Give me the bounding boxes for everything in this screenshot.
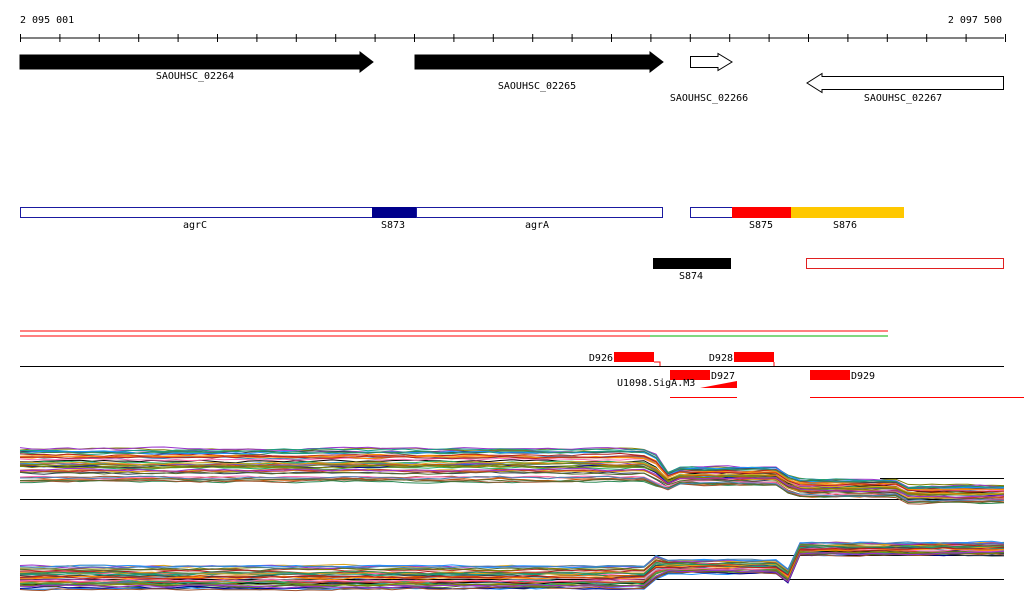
expression-profile-line <box>19 457 1005 492</box>
region-label: S875 <box>749 220 773 231</box>
gene-arrow-saouhsc-02267[interactable] <box>806 72 1004 94</box>
region-agrc[interactable] <box>20 207 373 218</box>
region-label: S876 <box>833 220 857 231</box>
expression-profile-line <box>19 541 1005 571</box>
gene-arrow-saouhsc-02265[interactable] <box>414 50 664 74</box>
expression-profile-line <box>19 450 1005 489</box>
gene-arrow-saouhsc-02266[interactable] <box>690 52 733 72</box>
feature-connector <box>654 361 661 366</box>
region-s874[interactable] <box>653 258 731 269</box>
expression-profile-line <box>19 460 1005 496</box>
region-label: S874 <box>679 271 703 282</box>
expression-profile-line <box>19 455 1005 493</box>
region-label: S873 <box>381 220 405 231</box>
expression-profile-line <box>19 544 1005 575</box>
feature-label: D929 <box>851 371 875 382</box>
expression-profile-line <box>19 553 1005 592</box>
region-label: agrC <box>183 220 207 231</box>
feature-label: D928 <box>709 353 733 364</box>
gene-label: SAOUHSC_02265 <box>498 81 576 92</box>
expression-profile-line <box>19 475 1005 502</box>
expression-profile-line <box>19 542 1005 573</box>
coordinate-ruler: 2 095 001 2 097 500 <box>20 15 1006 42</box>
ruler-ticks <box>20 34 1006 42</box>
region-s876[interactable] <box>791 207 904 218</box>
feature-d928[interactable] <box>734 352 774 362</box>
gene-label: SAOUHSC_02266 <box>670 93 748 104</box>
feature-label: D926 <box>589 353 613 364</box>
expression-profile-line <box>19 478 1005 505</box>
region-label: agrA <box>525 220 549 231</box>
expression-profile-line <box>19 464 1005 496</box>
expression-profile-line <box>19 547 1005 580</box>
expression-panel-top <box>19 446 1005 505</box>
expression-profile-line <box>19 470 1005 500</box>
expression-profile-line <box>20 547 1005 581</box>
motif-label: U1098.SigA.M3 <box>617 378 695 389</box>
ruler-end-label: 2 097 500 <box>948 15 1002 26</box>
expression-profile-line <box>19 450 1005 489</box>
motif-logo[interactable] <box>700 381 737 388</box>
coverage-lines <box>20 330 888 337</box>
ruler-start-label: 2 095 001 <box>20 15 74 26</box>
feature-track: D926 D928 D927 D929 U1098.SigA.M3 <box>20 352 1024 398</box>
feature-d926[interactable] <box>614 352 654 362</box>
gene-label: SAOUHSC_02267 <box>864 93 942 104</box>
expression-profile-line <box>19 467 1005 498</box>
region-s875[interactable] <box>732 207 791 218</box>
gene-label: SAOUHSC_02264 <box>156 71 234 82</box>
region-track: agrC S873 agrA S875 S876 S874 <box>20 207 1004 282</box>
expression-profile-line <box>19 549 1005 586</box>
feature-label: D927 <box>711 371 735 382</box>
expression-profile-line <box>19 448 1004 489</box>
gene-arrow-saouhsc-02264[interactable] <box>19 50 374 74</box>
region-s873[interactable] <box>372 207 416 218</box>
expression-profile-line <box>19 550 1005 589</box>
region-unnamed[interactable] <box>690 207 733 218</box>
region-agra[interactable] <box>416 207 663 218</box>
expression-panel-bottom <box>19 540 1005 592</box>
region-unnamed-red[interactable] <box>806 258 1004 269</box>
feature-d929[interactable] <box>810 370 850 380</box>
feature-d927[interactable] <box>670 370 710 380</box>
gene-track: SAOUHSC_02264 SAOUHSC_02265 SAOUHSC_0226… <box>19 50 1004 104</box>
